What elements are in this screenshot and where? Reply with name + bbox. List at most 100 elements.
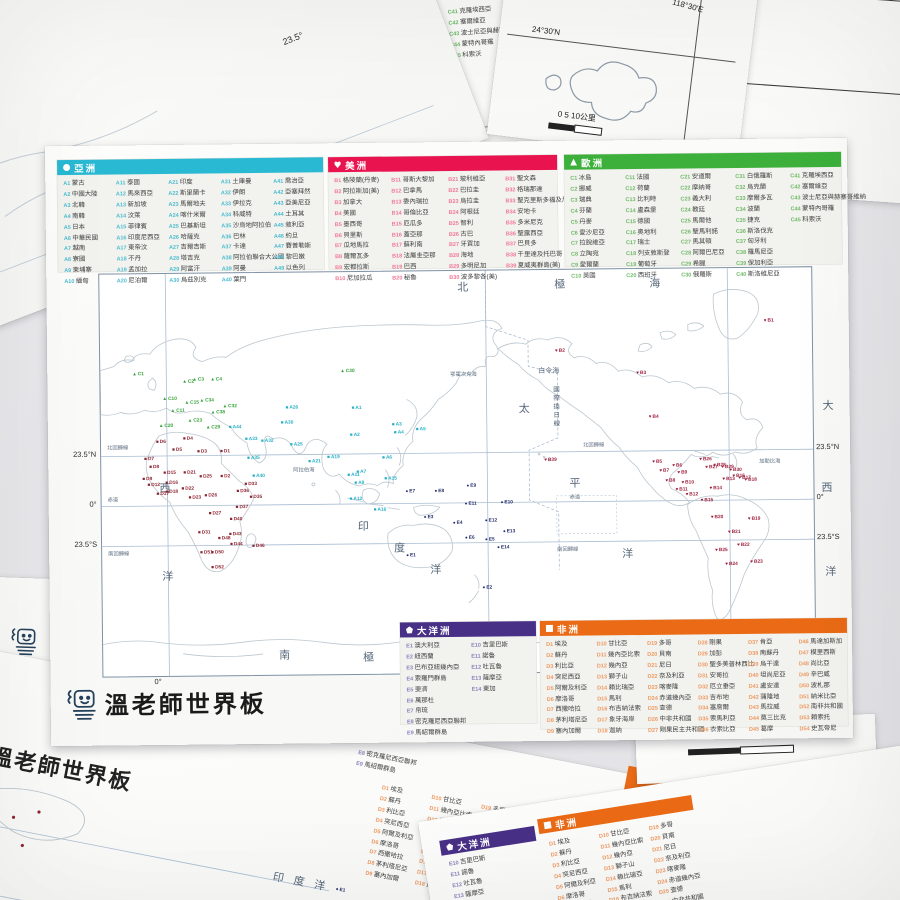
legend-item: B12巴拿馬 [391, 187, 423, 195]
legend-item: C20西班牙 [626, 271, 658, 280]
europe-label: 歐洲 [581, 157, 605, 170]
legend-item: C40斯洛維尼亞 [736, 270, 780, 279]
legend-item: B20秘魯 [392, 274, 417, 282]
legend-item: B37巴貝多 [505, 240, 537, 248]
legend-item: C6愛沙尼亞 [570, 228, 605, 237]
map-marker: ●E10 [500, 499, 513, 506]
legend-item: A15菲律賓 [116, 222, 148, 231]
map-marker: ♥B21 [727, 529, 741, 536]
map-marker: ■A6 [382, 454, 393, 461]
lat-left-tropic-n: 23.5°N [73, 449, 97, 459]
legend-item: A16印度尼西亞 [116, 233, 160, 242]
legend-item: D45葛摩 [749, 725, 774, 734]
legend-item: D42蒲隆地 [748, 693, 780, 701]
map-marker: ♥B9 [677, 469, 688, 476]
kinmen-lon-label: 118°30'E [671, 0, 705, 15]
legend-item: D13獅子山 [596, 672, 628, 681]
map-marker: ♥B20 [710, 514, 724, 521]
legend-item: D51納米比亞 [799, 692, 837, 700]
legend-item: D6摩洛哥 [546, 695, 575, 703]
legend-item: D32厄立垂亞 [698, 682, 736, 691]
legend-item: D20貝南 [647, 650, 672, 658]
legend-item: A46約旦 [273, 232, 299, 240]
map-marker: ■D12 [147, 482, 161, 489]
legend-item: D29加彭 [697, 650, 723, 658]
legend-item: A2中國大陸 [63, 190, 98, 198]
legend-item: B32格瑞那達 [505, 185, 543, 194]
legend-item: B21玻利維亞 [448, 175, 486, 183]
map-marker: ■A21 [308, 458, 321, 465]
legend-item: E7帛琉 [406, 707, 428, 715]
americas-label: 美洲 [345, 160, 369, 172]
legend-item: C8立陶宛 [571, 250, 599, 259]
legend-item: A47賽普勒斯 [273, 242, 312, 251]
legend-item: B5墨西哥 [334, 220, 363, 228]
legend-item: D39烏干達 [748, 660, 780, 668]
legend-item: C36斯洛伐克 [735, 227, 773, 235]
map-marker: ●E14 [497, 544, 510, 551]
map-marker: ■D52 [211, 564, 224, 571]
map-marker: ■D21 [183, 469, 196, 476]
map-marker: ■D22 [181, 485, 195, 492]
map-marker: ♥B10 [681, 479, 695, 486]
legend-item: C22摩納哥 [680, 184, 712, 192]
legend-item: C32烏克蘭 [735, 183, 767, 191]
legend-item: B3加拿大 [334, 198, 363, 206]
legend-item: A28塔吉克 [169, 254, 200, 263]
legend-item: E14東加 [471, 685, 496, 693]
legend-item: C38羅馬尼亞 [736, 248, 774, 257]
legend-item: E10吉里巴斯 [471, 641, 509, 649]
legend-item: D5阿爾及利亞 [546, 684, 588, 692]
legend-item: D50波札那 [799, 681, 830, 689]
legend-item: B16蓋亞那 [391, 230, 423, 239]
legend-item: B7瓜地馬拉 [334, 242, 370, 250]
legend-item: D1埃及 [546, 640, 568, 648]
lat-right-tropic-s: 23.5°S [816, 531, 840, 542]
map-marker: ▲C1 [132, 371, 144, 378]
asia-label: 亞洲 [74, 163, 98, 175]
map-marker: ■A9 [354, 479, 365, 486]
legend-item: A9柬埔寨 [64, 266, 92, 275]
legend-item: C12荷蘭 [625, 184, 650, 193]
legend-item: C23義大利 [680, 195, 712, 203]
map-marker: ♥B4 [648, 413, 659, 420]
map-marker: ♥B3 [636, 370, 647, 376]
legend-item: D41盧安達 [748, 682, 780, 690]
map-marker: ●E5 [484, 536, 495, 543]
map-marker: ▲C3 [192, 376, 205, 383]
map-marker: ■D25 [199, 473, 212, 480]
legend-item: A14汶萊 [116, 211, 141, 220]
map-marker: ■A40 [252, 473, 265, 480]
legend-item: C21安道爾 [680, 173, 712, 181]
legend-item: D7西撒哈拉 [546, 706, 581, 714]
legend-item: D27剛果民主共和國 [648, 726, 705, 735]
map-marker: ■D37 [235, 504, 249, 511]
map-marker: ♥B1 [763, 317, 774, 324]
legend-item: D4突尼西亞 [546, 673, 581, 681]
legend-item: A32伊朗 [220, 189, 246, 197]
legend-item: B15厄瓜多 [391, 219, 423, 228]
legend-item: C13比利時 [625, 195, 657, 203]
legend-item: A35沙烏地阿拉伯 [221, 221, 272, 229]
legend-item: C24教廷 [680, 206, 705, 214]
legend-item: D21尼日 [647, 661, 672, 669]
legend-item: A49以色列 [274, 264, 305, 273]
map-marker: ■A26 [285, 404, 299, 411]
legend-item: E13薩摩亞 [471, 674, 502, 682]
map-marker: ■D26 [204, 492, 218, 499]
legend-item: A34科威特 [221, 210, 252, 219]
map-marker: ■A44 [228, 424, 242, 431]
legend-item: E8密克羅尼西亞聯邦 [406, 718, 467, 726]
legend-item: B4美國 [334, 209, 356, 217]
legend-item: A40葉門 [221, 276, 247, 284]
map-marker: ■D40 [229, 516, 243, 523]
legend-item: E4索羅門群島 [406, 674, 447, 683]
lat-right-equator: 0° [816, 492, 824, 502]
legend-item: A36巴林 [221, 232, 246, 240]
oceania-label: 大洋洲 [416, 625, 452, 637]
legend-item: B19巴西 [392, 263, 417, 271]
legend-item: D26中非共和國 [647, 715, 692, 724]
legend-item: C10英國 [571, 272, 596, 280]
